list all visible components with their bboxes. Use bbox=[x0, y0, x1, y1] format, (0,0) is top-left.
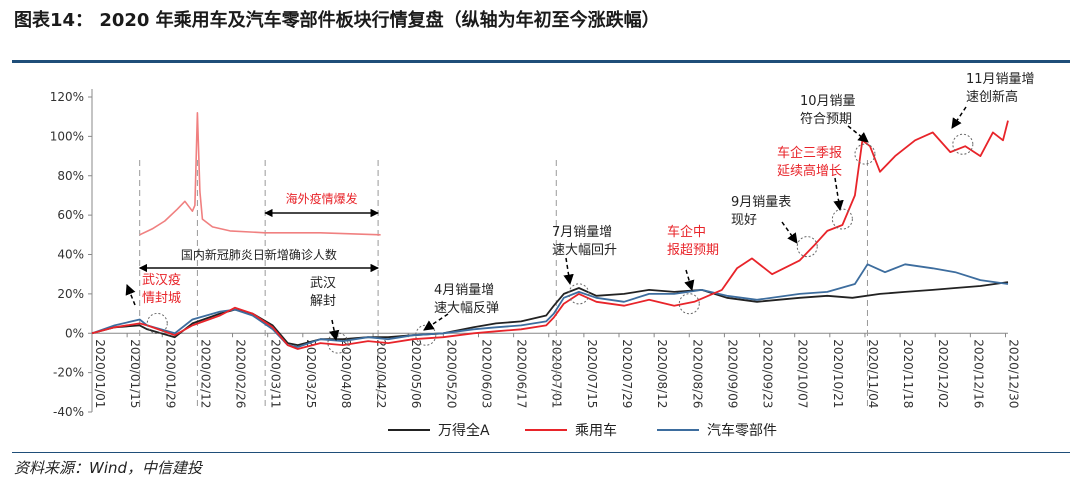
q3-report-label: 延续高增长 bbox=[777, 163, 842, 179]
x-tick-label: 2020/03/25 bbox=[304, 339, 318, 408]
x-tick-label: 2020/04/22 bbox=[374, 339, 388, 408]
car-mid-label: 车企中 bbox=[667, 224, 706, 240]
y-tick-label: 120% bbox=[50, 90, 84, 104]
x-tick-label: 2020/09/23 bbox=[761, 339, 775, 408]
overseas-label: 海外疫情爆发 bbox=[286, 191, 358, 206]
x-tick-label: 2020/08/26 bbox=[690, 339, 704, 408]
x-tick-label: 2020/04/08 bbox=[339, 339, 353, 408]
x-tick-label: 2020/12/02 bbox=[936, 339, 950, 408]
car-mid-label: 报超预期 bbox=[667, 243, 719, 258]
y-tick-label: -40% bbox=[53, 405, 84, 419]
y-tick-label: 0% bbox=[65, 326, 84, 340]
x-tick-label: 2020/03/11 bbox=[269, 339, 283, 408]
x-tick-label: 2020/10/21 bbox=[831, 339, 845, 408]
x-tick-label: 2020/06/17 bbox=[515, 339, 529, 408]
oct-sales-arrow bbox=[847, 125, 869, 143]
legend: 万得全A 乘用车 汽车零部件 bbox=[388, 422, 777, 439]
x-tick-label: 2020/07/29 bbox=[620, 339, 634, 408]
line-chart: -40% -20% 0% 20% 40% 60% 80% 100% 120% 2020/01/01… bbox=[50, 72, 1035, 439]
x-tick-label: 2020/11/18 bbox=[901, 339, 915, 408]
x-tick-label: 2020/08/12 bbox=[655, 339, 669, 408]
july-sales-circle bbox=[568, 283, 590, 305]
y-tick-label: 100% bbox=[50, 129, 84, 143]
series-line-covid bbox=[139, 112, 381, 236]
series-line-chengyongche bbox=[91, 120, 1009, 350]
wuhan-unlock-label: 武汉 bbox=[310, 276, 336, 291]
q3-report-arrow bbox=[833, 177, 844, 212]
x-tick-label: 2020/01/01 bbox=[93, 339, 107, 408]
q3-report-circle bbox=[831, 208, 853, 230]
x-tick-label: 2020/01/15 bbox=[128, 339, 142, 408]
y-tick-label: 80% bbox=[57, 169, 84, 183]
april-sales-arrow bbox=[423, 313, 449, 331]
axes-layer: -40% -20% 0% 20% 40% 60% 80% 100% 120% 2020/01/01… bbox=[50, 89, 1020, 419]
x-tick-label: 2020/12/16 bbox=[971, 339, 985, 408]
wuhan-unlock-label: 解封 bbox=[310, 294, 336, 309]
july-sales-label: 7月销量增 bbox=[552, 225, 612, 240]
x-tick-label: 2020/09/09 bbox=[725, 339, 739, 408]
nov-sales-label: 速创新高 bbox=[966, 89, 1018, 105]
y-tick-label: -20% bbox=[53, 366, 84, 380]
series-line-wande bbox=[91, 281, 1009, 347]
april-sales-label: 速大幅反弹 bbox=[434, 301, 499, 316]
july-sales-arrow bbox=[563, 257, 574, 286]
wuhan-lock-arrow bbox=[125, 284, 136, 306]
oct-sales-circle bbox=[854, 143, 876, 165]
x-tick-label: 2020/01/29 bbox=[163, 339, 177, 408]
wuhan-lock-label: 情封城 bbox=[142, 291, 181, 306]
x-tick-label: 2020/07/15 bbox=[585, 339, 599, 408]
wuhan-unlock-circle bbox=[327, 332, 349, 354]
sept-sales-arrow bbox=[781, 221, 798, 244]
sept-sales-label: 现好 bbox=[731, 213, 757, 228]
q3-report-label: 车企三季报 bbox=[777, 145, 842, 161]
y-tick-label: 40% bbox=[57, 248, 84, 262]
legend-label-wande: 万得全A bbox=[438, 422, 490, 439]
april-sales-circle bbox=[415, 324, 437, 346]
x-tick-label: 2020/11/04 bbox=[866, 339, 880, 408]
x-tick-label: 2020/12/30 bbox=[1006, 339, 1020, 408]
legend-label-chengyongche: 乘用车 bbox=[575, 422, 617, 439]
oct-sales-label: 符合预期 bbox=[800, 111, 852, 127]
nov-sales-arrow bbox=[951, 106, 967, 129]
x-tick-label: 2020/06/03 bbox=[479, 339, 493, 408]
wuhan-lock-label: 武汉疫 bbox=[142, 272, 181, 288]
nov-sales-circle bbox=[952, 133, 974, 155]
top-rule bbox=[12, 60, 1070, 63]
bottom-rule bbox=[12, 452, 1070, 453]
y-tick-label: 20% bbox=[57, 287, 84, 301]
x-tick-label: 2020/05/20 bbox=[444, 339, 458, 408]
figure-title: 图表14： 2020 年乘用车及汽车零部件板块行情复盘（纵轴为年初至今涨跌幅） bbox=[14, 10, 660, 31]
source-note: 资料来源：Wind，中信建投 bbox=[14, 459, 203, 477]
sept-sales-label: 9月销量表 bbox=[731, 195, 791, 210]
car-mid-arrow bbox=[684, 269, 695, 292]
nov-sales-label: 11月销量增 bbox=[966, 72, 1035, 87]
oct-sales-label: 10月销量 bbox=[800, 94, 856, 109]
sept-sales-circle bbox=[796, 236, 818, 258]
national-cases-label: 国内新冠肺炎日新增确诊人数 bbox=[181, 247, 337, 262]
july-sales-label: 速大幅回升 bbox=[552, 243, 617, 258]
x-tick-label: 2020/02/26 bbox=[234, 339, 248, 408]
series-line-lingbujian bbox=[91, 263, 1009, 348]
series-layer bbox=[91, 112, 1009, 350]
x-tick-label: 2020/02/12 bbox=[198, 339, 212, 408]
wuhan-lock-circle bbox=[146, 312, 168, 334]
y-tick-label: 60% bbox=[57, 208, 84, 222]
legend-label-lingbujian: 汽车零部件 bbox=[707, 422, 777, 439]
april-sales-label: 4月销量增 bbox=[434, 283, 494, 298]
x-tick-label: 2020/10/07 bbox=[796, 339, 810, 408]
x-tick-label: 2020/05/06 bbox=[409, 339, 423, 408]
event-lines bbox=[139, 160, 868, 408]
car-mid-circle bbox=[678, 293, 700, 315]
wuhan-unlock-arrow bbox=[328, 319, 340, 342]
